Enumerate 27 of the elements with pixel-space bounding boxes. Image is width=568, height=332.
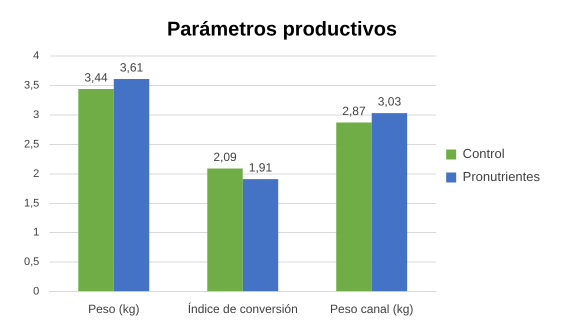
bar [78,88,114,292]
y-tick-label: 0,5 [24,256,40,268]
data-label: 3,03 [378,94,402,108]
y-tick-label: 3,5 [24,79,40,92]
y-tick-label: 1,5 [24,197,40,210]
y-tick-label: 4 [33,50,40,62]
y-tick-label: 0 [33,286,40,298]
x-tick-label: Peso canal (kg) [330,302,414,316]
legend-label: Control [462,146,505,162]
bar [114,78,150,292]
data-label: 3,61 [120,60,144,74]
y-tick-label: 2,5 [24,138,40,150]
bar [242,179,278,292]
y-tick-label: 3 [33,108,40,121]
data-label: 2,09 [213,150,238,164]
chart-title: Parámetros productivos [166,18,398,41]
data-label: 2,87 [342,104,366,118]
bar [207,168,243,292]
data-label: 3,44 [84,70,108,84]
x-tick-label: Peso (kg) [88,302,140,316]
bar [372,113,408,292]
y-tick-label: 2 [33,168,40,180]
y-tick-label: 1 [33,226,40,239]
legend-label: Pronutrientes [462,169,540,184]
x-tick-label: Índice de conversión [188,302,298,316]
data-label: 1,91 [248,160,272,174]
bar [336,122,372,292]
